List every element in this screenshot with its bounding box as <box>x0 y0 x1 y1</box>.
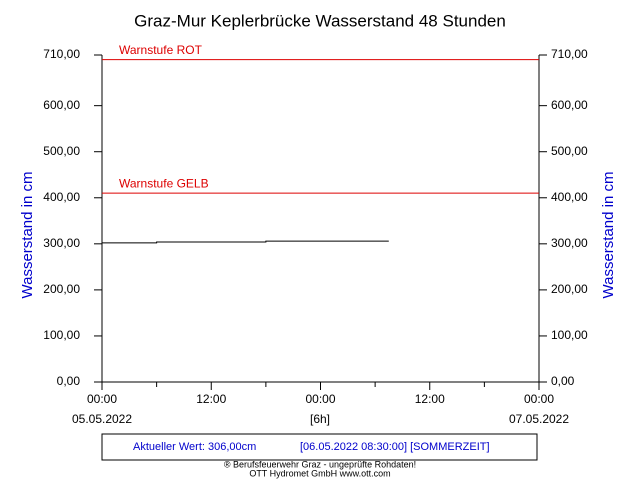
y-tick-label-right: 200,00 <box>551 282 588 296</box>
y-tick-label: 600,00 <box>43 98 80 112</box>
y-tick-label: 300,00 <box>43 236 80 250</box>
y-axis-label-right: Wasserstand in cm <box>600 172 617 299</box>
date-start: 05.05.2022 <box>72 412 132 426</box>
threshold-label: Warnstufe GELB <box>119 176 209 190</box>
timestamp: [06.05.2022 08:30:00] [SOMMERZEIT] <box>300 441 490 453</box>
y-tick-label: 710,00 <box>43 47 80 61</box>
info-box <box>101 433 538 461</box>
y-tick-label-right: 0,00 <box>551 374 575 388</box>
y-tick-label-right: 100,00 <box>551 328 588 342</box>
x-tick-label: 12:00 <box>196 392 226 406</box>
data-line <box>102 240 389 244</box>
x-tick-label: 00:00 <box>87 392 117 406</box>
chart-title: Graz-Mur Keplerbrücke Wasserstand 48 Stu… <box>134 11 506 30</box>
y-tick-label-right: 300,00 <box>551 236 588 250</box>
interval: [6h] <box>310 412 330 426</box>
current-value: Aktueller Wert: 306,00cm <box>133 441 256 453</box>
y-tick-label-right: 400,00 <box>551 190 588 204</box>
credit: OTT Hydromet GmbH www.ott.com <box>249 468 390 478</box>
x-tick-label: 12:00 <box>415 392 445 406</box>
y-tick-label-right: 710,00 <box>551 47 588 61</box>
y-tick-label: 400,00 <box>43 190 80 204</box>
y-tick-label: 0,00 <box>57 374 81 388</box>
x-tick-label: 00:00 <box>305 392 335 406</box>
threshold-label: Warnstufe ROT <box>119 43 203 57</box>
date-end: 07.05.2022 <box>509 412 569 426</box>
x-tick-label: 00:00 <box>524 392 554 406</box>
y-tick-label: 500,00 <box>43 144 80 158</box>
y-tick-label: 100,00 <box>43 328 80 342</box>
y-tick-label-right: 500,00 <box>551 144 588 158</box>
y-axis-label: Wasserstand in cm <box>19 172 36 299</box>
y-tick-label: 200,00 <box>43 282 80 296</box>
credit: ® Berufsfeuerwehr Graz - ungeprüfte Rohd… <box>224 459 416 469</box>
y-tick-label-right: 600,00 <box>551 98 588 112</box>
